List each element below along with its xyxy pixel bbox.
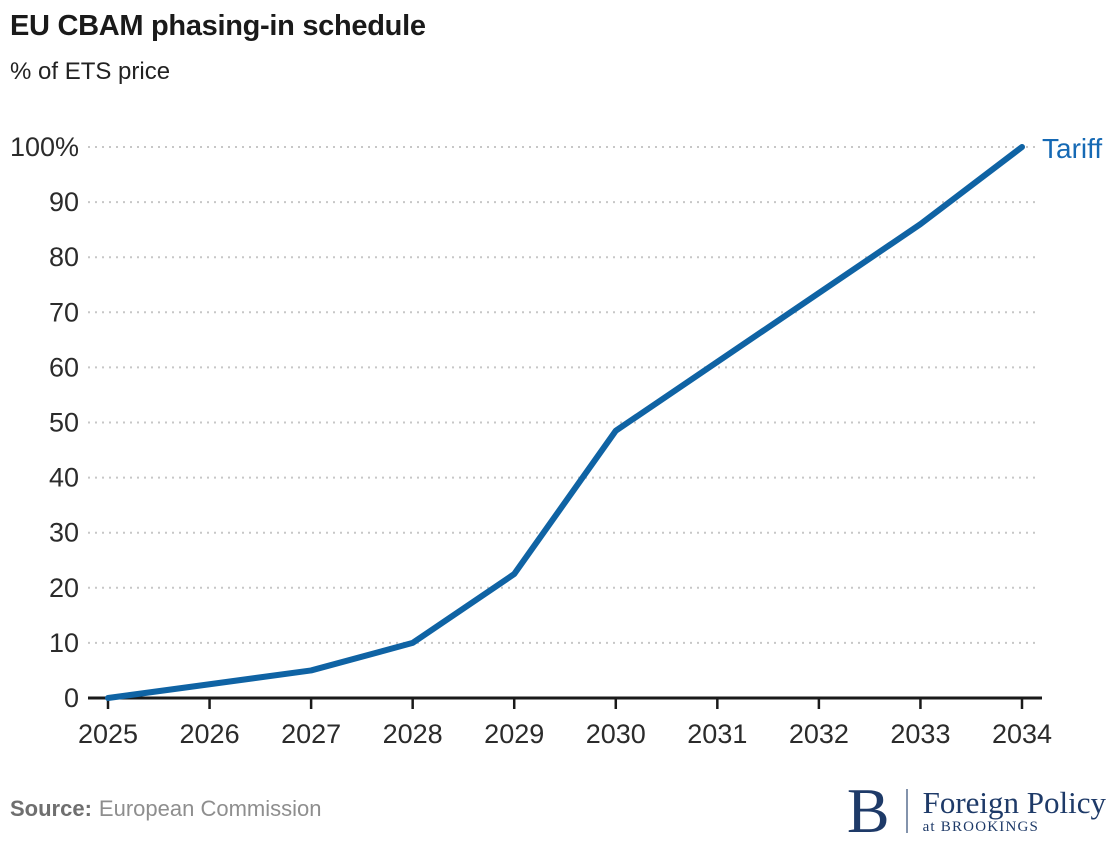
logo-text-block: Foreign Policy at BROOKINGS (923, 787, 1106, 836)
x-axis-tick-label: 2026 (180, 719, 240, 749)
y-axis-tick-label: 60 (49, 352, 79, 382)
x-axis-tick-label: 2034 (992, 719, 1052, 749)
logo-at-brookings-label: at BROOKINGS (922, 818, 1040, 835)
y-axis-tick-label: 70 (49, 297, 79, 327)
y-axis-tick-label: 10 (49, 628, 79, 658)
y-axis-tick-label: 0 (64, 683, 79, 713)
x-axis-tick-label: 2027 (281, 719, 341, 749)
y-axis-tick-label: 100% (10, 132, 79, 162)
x-axis-tick-label: 2025 (78, 719, 138, 749)
y-axis-tick-label: 80 (49, 242, 79, 272)
y-axis-tick-label: 20 (49, 573, 79, 603)
y-axis-tick-label: 50 (49, 408, 79, 438)
x-axis-tick-label: 2031 (687, 719, 747, 749)
y-axis-tick-label: 40 (49, 463, 79, 493)
y-axis-tick-label: 90 (49, 187, 79, 217)
series-end-label-tariff: Tariff (1042, 133, 1103, 164)
source-note: Source: European Commission (10, 796, 321, 822)
x-axis-tick-label: 2033 (890, 719, 950, 749)
x-axis-tick-label: 2028 (383, 719, 443, 749)
chart-title: EU CBAM phasing-in schedule (10, 10, 426, 42)
logo-divider (905, 789, 908, 833)
brookings-logo: B Foreign Policy at BROOKINGS (846, 775, 1106, 846)
source-value: European Commission (98, 796, 322, 821)
logo-foreign-policy-label: Foreign Policy (922, 784, 1106, 820)
source-label: Source: (10, 796, 92, 821)
chart-subtitle: % of ETS price (10, 58, 171, 85)
x-axis-tick-label: 2029 (484, 719, 544, 749)
x-axis-tick-label: 2030 (586, 719, 646, 749)
brookings-b-mark: B (846, 775, 890, 846)
tariff-series-line (105, 144, 1025, 701)
x-axis-tick-label: 2032 (789, 719, 849, 749)
y-axis-tick-label: 30 (49, 518, 79, 548)
